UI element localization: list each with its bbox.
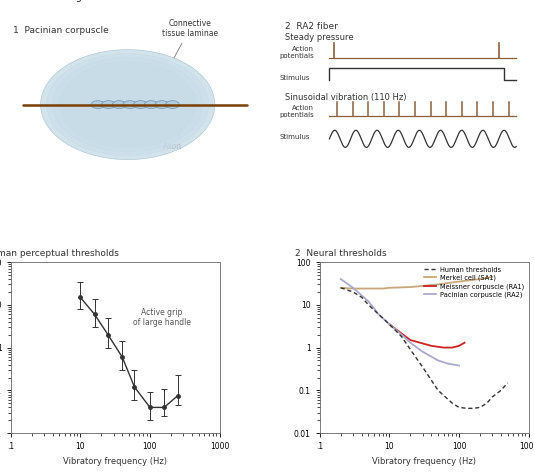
Ellipse shape bbox=[123, 101, 137, 109]
Ellipse shape bbox=[84, 77, 171, 132]
Ellipse shape bbox=[59, 61, 196, 148]
Ellipse shape bbox=[144, 101, 158, 109]
Ellipse shape bbox=[41, 50, 215, 159]
X-axis label: Vibratory frequency (Hz): Vibratory frequency (Hz) bbox=[63, 457, 167, 466]
Ellipse shape bbox=[78, 73, 177, 136]
Ellipse shape bbox=[155, 101, 169, 109]
Ellipse shape bbox=[91, 101, 105, 109]
Text: Steady pressure: Steady pressure bbox=[285, 33, 353, 42]
Ellipse shape bbox=[72, 69, 184, 140]
Ellipse shape bbox=[53, 58, 202, 152]
Ellipse shape bbox=[103, 89, 153, 120]
Ellipse shape bbox=[101, 101, 115, 109]
Ellipse shape bbox=[112, 101, 126, 109]
Text: A  Neural coding of vibration: A Neural coding of vibration bbox=[1, 0, 140, 1]
Ellipse shape bbox=[122, 100, 134, 109]
Text: Axon: Axon bbox=[163, 106, 196, 150]
Text: Action
potentials: Action potentials bbox=[280, 46, 315, 59]
Ellipse shape bbox=[90, 81, 165, 128]
Ellipse shape bbox=[166, 101, 179, 109]
Text: Action
potentials: Action potentials bbox=[280, 105, 315, 118]
Ellipse shape bbox=[97, 85, 159, 124]
Text: 1  Pacinian corpuscle: 1 Pacinian corpuscle bbox=[13, 26, 109, 35]
X-axis label: Vibratory frequency (Hz): Vibratory frequency (Hz) bbox=[372, 457, 476, 466]
Text: Stimulus: Stimulus bbox=[280, 134, 310, 139]
Ellipse shape bbox=[109, 93, 146, 117]
Ellipse shape bbox=[115, 97, 140, 112]
Text: Active grip
of large handle: Active grip of large handle bbox=[133, 308, 191, 327]
Text: 1  Human perceptual thresholds: 1 Human perceptual thresholds bbox=[0, 249, 119, 258]
Text: 2  Neural thresholds: 2 Neural thresholds bbox=[295, 249, 387, 258]
Ellipse shape bbox=[47, 53, 209, 156]
Text: Connective
tissue laminae: Connective tissue laminae bbox=[162, 19, 218, 58]
Legend: Human thresholds, Merkel cell (SA1), Meissner corpuscle (RA1), Pacinian corpuscl: Human thresholds, Merkel cell (SA1), Mei… bbox=[423, 265, 525, 299]
Text: 2  RA2 fiber: 2 RA2 fiber bbox=[285, 22, 337, 31]
Text: Sinusoidal vibration (110 Hz): Sinusoidal vibration (110 Hz) bbox=[285, 93, 406, 102]
Ellipse shape bbox=[134, 101, 147, 109]
Text: Stimulus: Stimulus bbox=[280, 75, 310, 81]
Ellipse shape bbox=[66, 65, 190, 144]
